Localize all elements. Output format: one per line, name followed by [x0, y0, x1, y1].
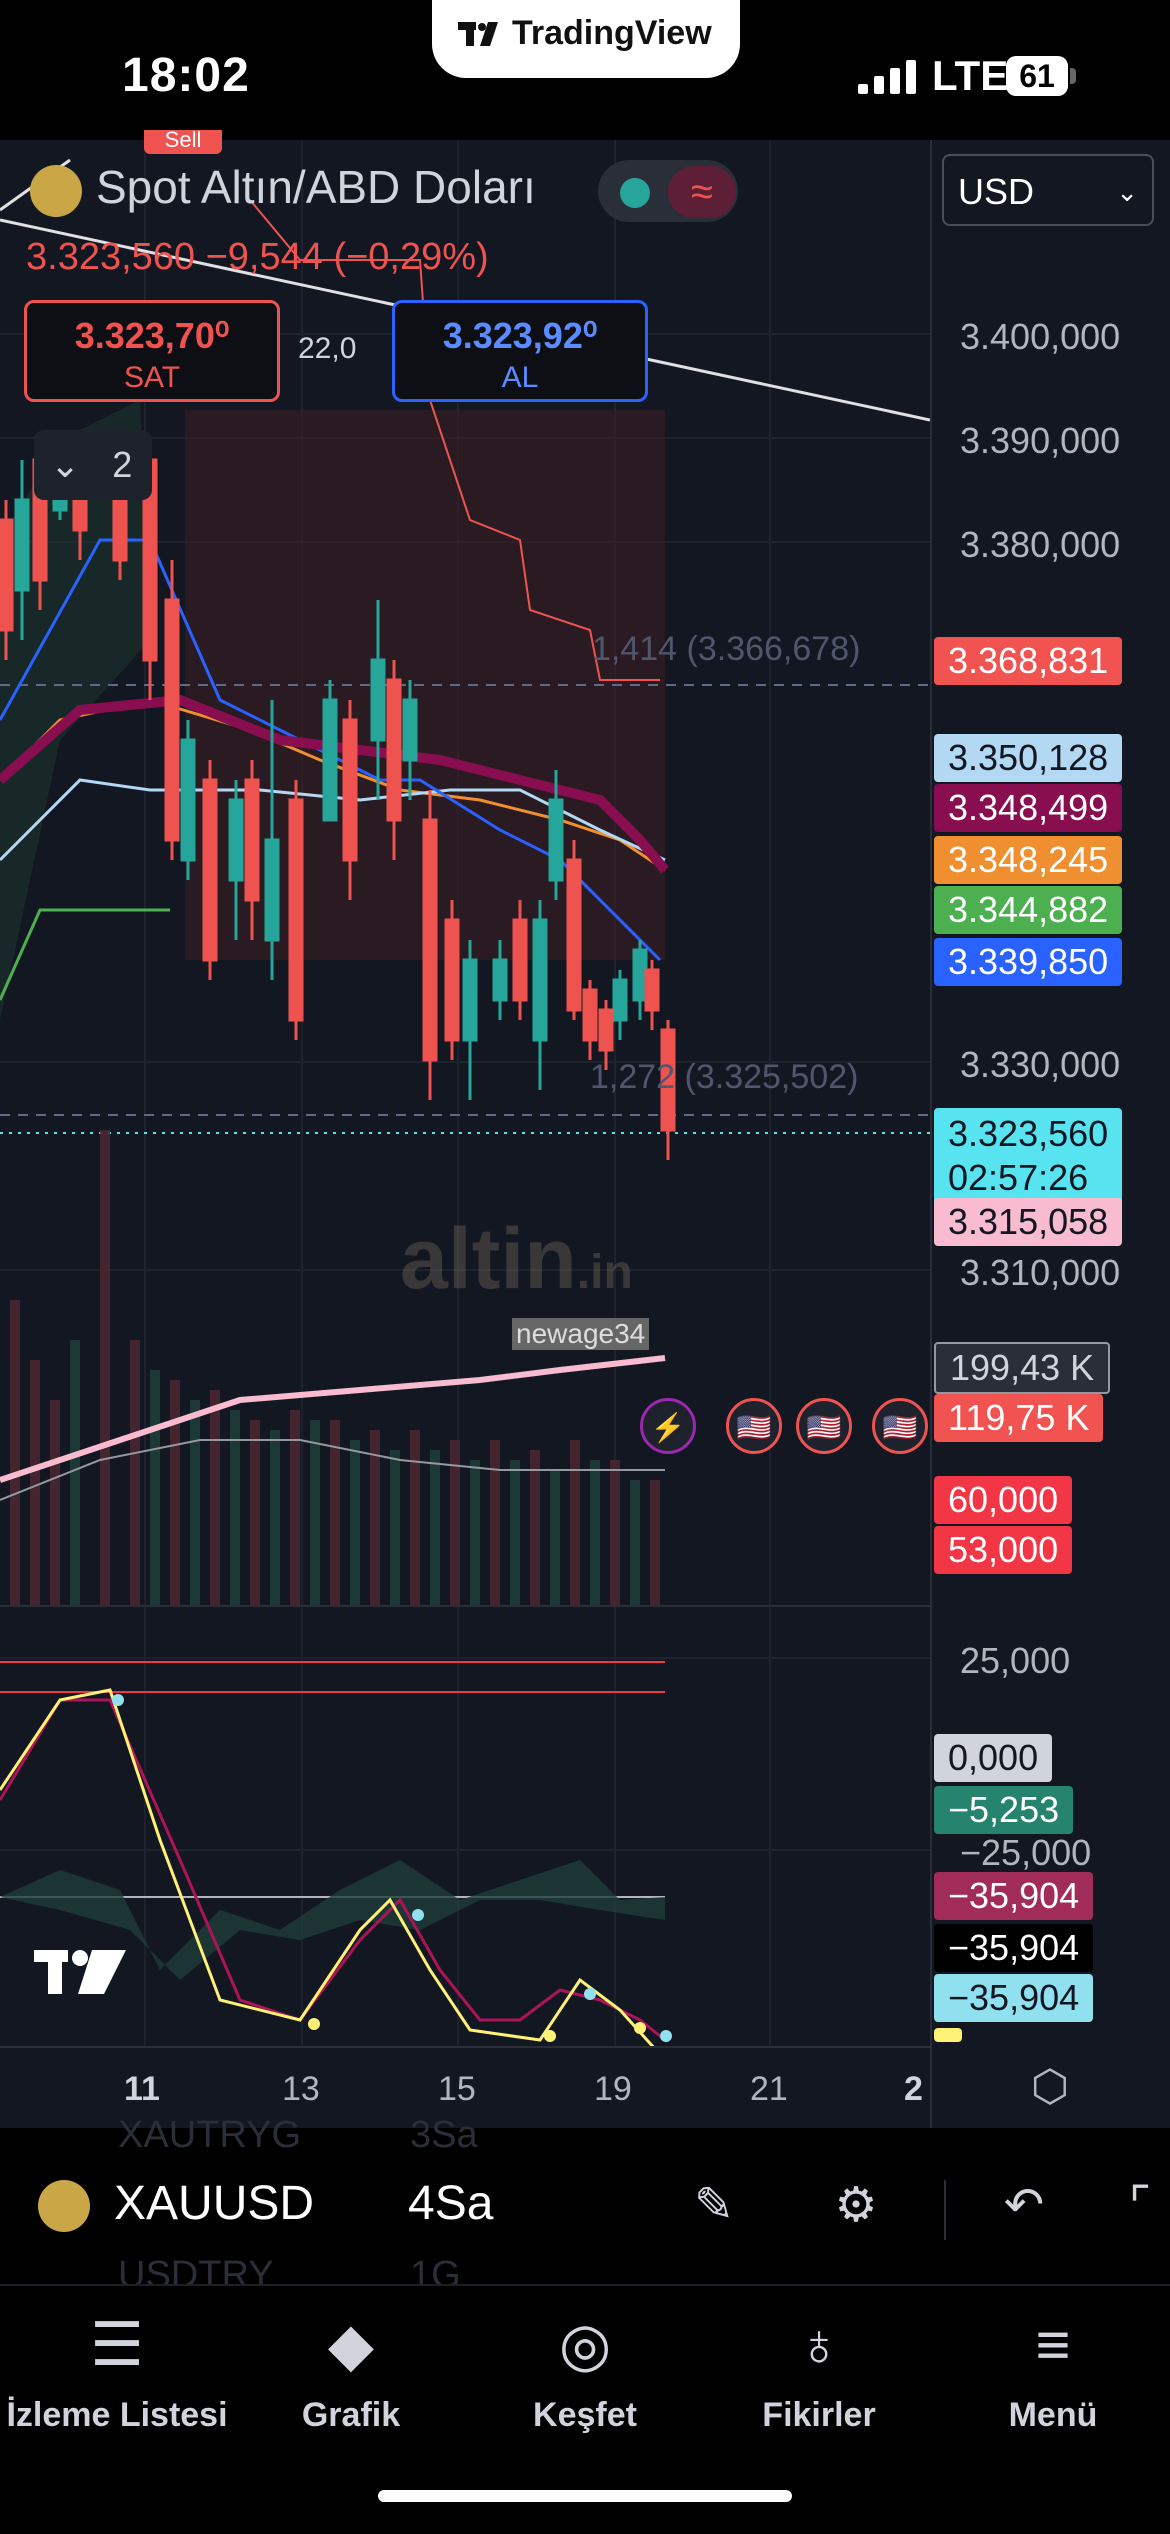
spread-value: 22,0 [298, 332, 357, 365]
chevron-down-icon: ⌄ [50, 444, 81, 485]
fullscreen-icon[interactable]: ⌜ [1128, 2179, 1152, 2232]
level-tag-cut [934, 2028, 962, 2042]
market-open-dot-icon [620, 178, 650, 208]
nav-watchlist[interactable]: ☰ İzleme Listesi [0, 2300, 234, 2435]
ghost-interval: 3Sa [410, 2114, 478, 2156]
signal-icon [858, 60, 916, 94]
time-label: 15 [438, 2070, 476, 2108]
undo-icon[interactable]: ↶ [1003, 2179, 1045, 2232]
price-axis[interactable]: 3.400,000 3.390,000 3.380,000 3.330,000 … [930, 140, 1170, 2128]
pencil-icon[interactable]: ✎ [693, 2179, 735, 2232]
nav-chart[interactable]: ◆ Grafik [234, 2300, 468, 2435]
sell-label: SAT [123, 361, 181, 394]
status-time: 18:02 [122, 49, 250, 102]
us-flag-event-icon[interactable]: 🇺🇸 [726, 1398, 782, 1454]
chart-pane[interactable] [0, 140, 930, 2128]
us-flag-event-icon[interactable]: 🇺🇸 [796, 1398, 852, 1454]
list-icon: ☰ [90, 2311, 144, 2378]
chart-settings-icon[interactable]: ⬡ [1030, 2062, 1070, 2111]
menu-icon: ≡ [1035, 2311, 1071, 2378]
level-tag: 53,000 [934, 1526, 1073, 1574]
nav-menu[interactable]: ≡ Menü [936, 2300, 1170, 2435]
time-label: 13 [282, 2070, 320, 2108]
axis-label: 3.400,000 [960, 316, 1121, 357]
axis-label: 3.390,000 [960, 420, 1121, 461]
sliders-icon[interactable]: ⚙ [834, 2179, 878, 2232]
buy-label: AL [501, 361, 539, 394]
symbol-title[interactable]: Spot Altın/ABD Doları [30, 160, 536, 217]
battery-tip [1070, 68, 1076, 84]
fib-label-lower: 1,272 (3.325,502) [590, 1058, 859, 1096]
price-tag: 3.344,882 [934, 886, 1123, 934]
volume-tag: 119,75 K [934, 1394, 1104, 1442]
price-candles [0, 430, 676, 1160]
volume-bars [10, 1130, 660, 1606]
flash-event-icon[interactable]: ⚡ [640, 1398, 696, 1454]
price-tag: 3.368,831 [934, 637, 1123, 685]
tradingview-watermark-icon [34, 1950, 126, 1994]
us-flag-event-icon[interactable]: 🇺🇸 [872, 1398, 928, 1454]
level-tag: −5,253 [934, 1786, 1074, 1834]
chevron-down-icon: ⌄ [1116, 177, 1138, 207]
chart-canvas[interactable] [0, 140, 930, 2128]
sell-button[interactable]: 3.323,70⁰ SAT [24, 300, 280, 402]
axis-label: −25,000 [960, 1832, 1092, 1873]
tradingview-logo: TradingView [458, 14, 712, 53]
level-tag: 0,000 [934, 1734, 1053, 1782]
symbol-toolbar [0, 2128, 1170, 2284]
compass-icon: ◎ [558, 2311, 612, 2378]
interval-selector[interactable]: 4Sa [408, 2177, 494, 2230]
currency-select[interactable]: USD ⌄ [942, 154, 1154, 226]
home-indicator[interactable] [378, 2490, 792, 2502]
price-change: 3.323,560 −9,544 (−0,29%) [26, 236, 489, 278]
symbol-selector[interactable]: XAUUSD [114, 2177, 315, 2230]
tv-logo-icon [458, 22, 498, 47]
time-label: 19 [594, 2070, 632, 2108]
price-tag: 3.348,245 [934, 836, 1123, 884]
indicators-toggle[interactable]: ⌄ 2 [34, 430, 152, 500]
level-tag: −35,904 [934, 1924, 1094, 1972]
gold-coin-icon [30, 164, 82, 217]
price-tag: 3.350,128 [934, 734, 1123, 782]
buy-button[interactable]: 3.323,92⁰ AL [392, 300, 648, 402]
sell-price: 3.323,70⁰ [74, 315, 230, 356]
candles-icon: ◆ [327, 2311, 375, 2378]
volume-tag: 199,43 K [934, 1342, 1111, 1394]
buy-price: 3.323,92⁰ [442, 315, 598, 356]
wave-icon[interactable]: ≈ [668, 166, 736, 218]
last-price-tag: 3.323,560 02:57:26 [934, 1108, 1123, 1208]
time-axis[interactable]: 11 13 15 19 21 2 [0, 2046, 930, 2130]
axis-label: 3.310,000 [960, 1252, 1121, 1293]
battery-icon: 61 [1006, 56, 1068, 96]
watermark-logo: altin.in [400, 1211, 633, 1307]
price-tag: 3.348,499 [934, 784, 1123, 832]
time-label: 11 [124, 2070, 160, 2108]
gold-coin-icon [38, 2180, 90, 2232]
ghost-symbol: XAUTRYG [118, 2114, 302, 2156]
nav-ideas[interactable]: ♁ Fikirler [702, 2300, 936, 2435]
lightbulb-icon: ♁ [796, 2311, 842, 2378]
level-tag: −35,904 [934, 1974, 1094, 2022]
level-tag: 60,000 [934, 1476, 1073, 1524]
bar-countdown: 02:57:26 [948, 1157, 1089, 1198]
nav-explore[interactable]: ◎ Keşfet [468, 2300, 702, 2435]
axis-label: 25,000 [960, 1640, 1071, 1681]
time-label: 2 [904, 2070, 923, 2108]
author-tag: newage34 [512, 1318, 650, 1350]
level-tag: −35,904 [934, 1872, 1094, 1920]
toolbar-divider [944, 2180, 946, 2240]
axis-label: 3.330,000 [960, 1044, 1121, 1085]
price-tag: 3.315,058 [934, 1198, 1123, 1246]
price-tag: 3.339,850 [934, 938, 1123, 986]
axis-label: 3.380,000 [960, 524, 1121, 565]
time-label: 21 [750, 2070, 788, 2108]
fib-label-upper: 1,414 (3.366,678) [592, 630, 861, 668]
sell-flag: Sell [144, 129, 222, 154]
network-type: LTE [932, 52, 1009, 99]
